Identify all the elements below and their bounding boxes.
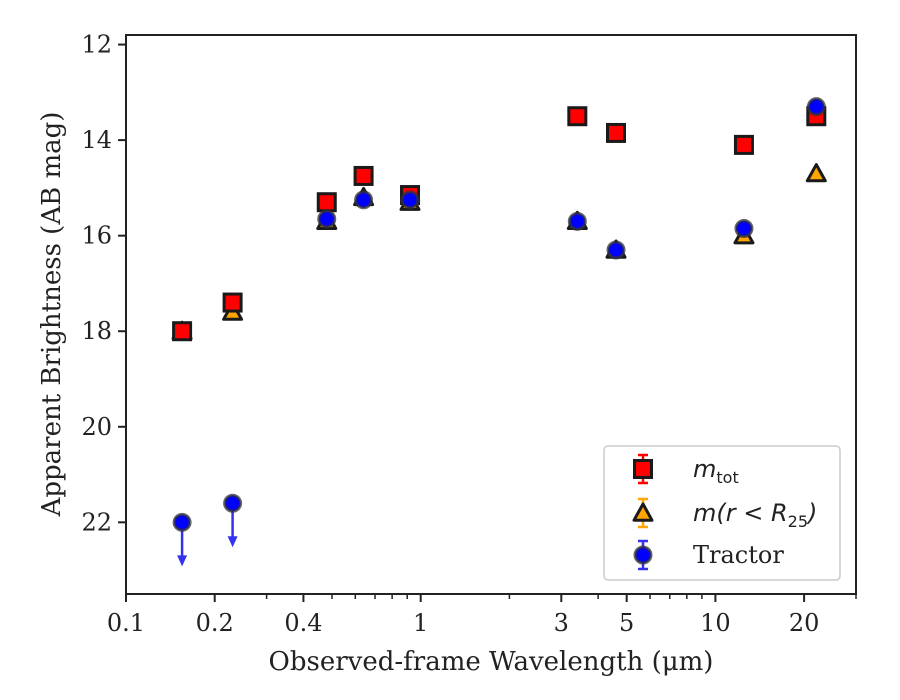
y-tick-label: 22	[81, 508, 112, 536]
x-axis: 0.1 0.2 0.4 1 3 5 10 20	[107, 594, 857, 637]
y-tick-label: 14	[81, 126, 112, 154]
mtot-point	[316, 192, 337, 213]
mtot-point	[172, 321, 193, 342]
y-tick-label: 12	[81, 31, 112, 59]
x-tick-label: 0.4	[284, 609, 322, 637]
mtot-point	[606, 122, 627, 143]
legend-marker-mr25	[632, 502, 654, 522]
mtot-point	[222, 292, 243, 313]
tractor-point	[806, 97, 826, 117]
legend: mtot m(r < R25) Tractor	[603, 445, 841, 581]
tractor-point	[734, 219, 754, 238]
data-marks	[171, 97, 827, 567]
x-tick-label: 1	[413, 609, 428, 637]
legend-label-subscript: 25	[788, 512, 808, 531]
y-tick-label: 16	[81, 222, 112, 250]
y-axis: 12 14 16 18 20 22	[81, 31, 126, 536]
y-tick-label: 18	[81, 317, 112, 345]
x-tick-label: 5	[619, 609, 634, 637]
tractor-point	[317, 209, 337, 229]
mtot-point	[353, 165, 374, 186]
x-tick-label: 0.2	[196, 609, 234, 637]
legend-box	[603, 445, 841, 581]
legend-label-mr25: m(r < R25)	[693, 499, 817, 531]
legend-label-main: m(r < R	[693, 499, 788, 527]
tractor-point	[400, 190, 420, 210]
upper-limit-arrow-head	[227, 536, 238, 548]
legend-marker-tractor	[633, 545, 653, 565]
legend-label-main: m	[693, 455, 716, 483]
x-axis-label: Observed-frame Wavelength (μm)	[269, 647, 714, 677]
plot-frame	[125, 34, 857, 595]
x-tick-label: 10	[700, 609, 731, 637]
x-tick-label: 3	[554, 609, 569, 637]
legend-label-tractor: Tractor	[693, 541, 784, 569]
y-axis-label: Apparent Brightness (AB mag)	[37, 112, 67, 518]
tractor-point	[172, 512, 192, 532]
upper-limit-arrow-head	[177, 555, 188, 567]
tractor-point	[606, 240, 626, 260]
legend-label-mtot: mtot	[693, 455, 739, 487]
legend-marker-mtot	[633, 459, 653, 479]
mr25-point	[805, 163, 827, 183]
x-tick-label: 0.1	[107, 609, 145, 637]
tractor-point	[567, 211, 587, 231]
tractor-point	[354, 190, 374, 210]
tractor-point	[223, 493, 243, 513]
legend-label-subscript: tot	[716, 468, 738, 487]
mtot-point	[567, 106, 588, 127]
mtot-point	[733, 134, 754, 155]
legend-label-end: )	[806, 499, 817, 527]
y-tick-label: 20	[81, 413, 112, 441]
x-tick-label: 20	[789, 609, 820, 637]
